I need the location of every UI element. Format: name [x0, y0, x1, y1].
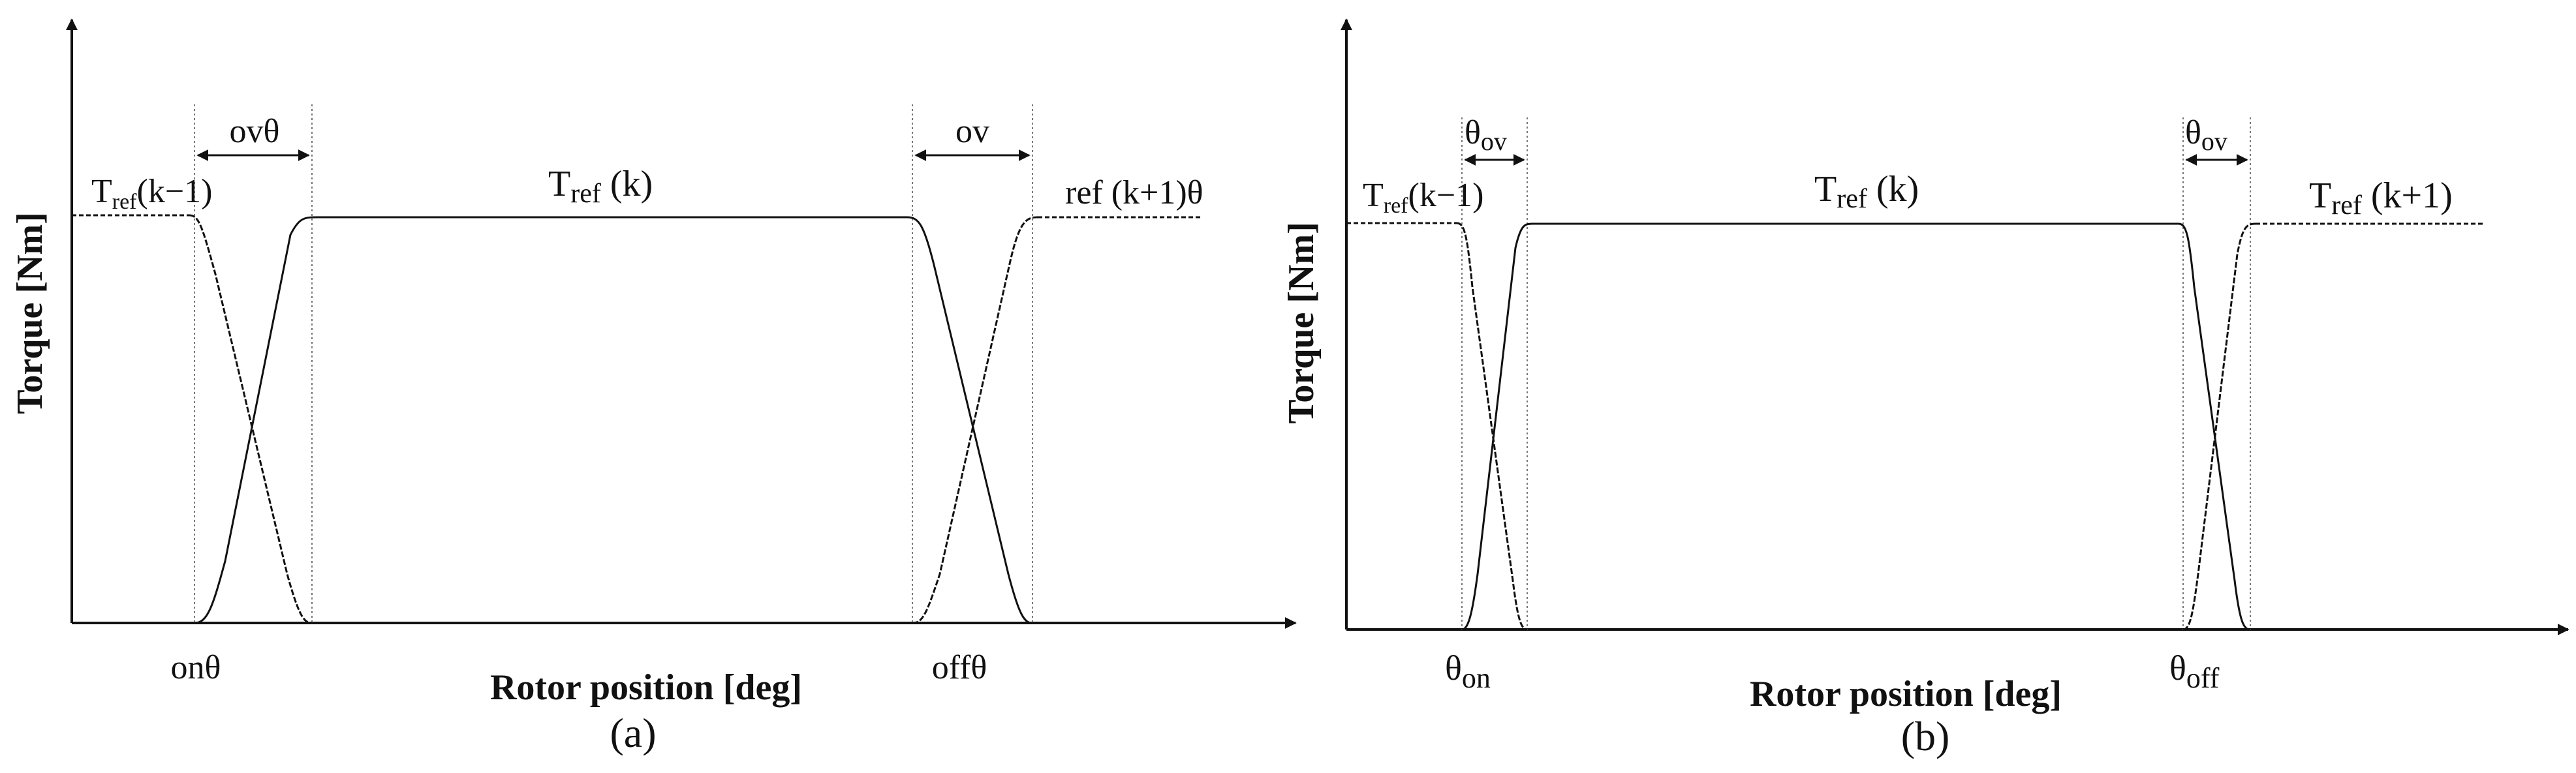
overlap-label-left: θov — [1465, 114, 1507, 156]
overlap-label-right: θov — [2185, 114, 2227, 156]
x-axis-label: Rotor position [deg] — [1750, 674, 2062, 714]
prev-phase-falling — [1456, 222, 1528, 631]
panel-a: Tref(k−1) Tref (k) ref (k+1)θ ovθ ov onθ… — [10, 18, 1297, 756]
tref-next-label: Tref (k+1) — [2309, 175, 2453, 220]
tref-cur-label: Tref (k) — [1814, 169, 1919, 214]
panel-b: Tref(k−1) Tref (k) Tref (k+1) θov θov θo… — [1281, 18, 2569, 759]
next-phase-rising — [2182, 222, 2256, 631]
overlap-label-left: ovθ — [230, 113, 280, 150]
cur-phase-rising — [1461, 222, 1533, 631]
y-axis-label: Torque [Nm] — [1281, 222, 1322, 424]
x-axis-label: Rotor position [deg] — [490, 667, 802, 708]
next-phase-rising — [912, 216, 1038, 624]
theta-off-label: θoff — [2169, 648, 2220, 694]
torque-curves — [72, 214, 1201, 624]
tref-prev-label: Tref(k−1) — [91, 173, 212, 214]
tref-prev-label: Tref(k−1) — [1363, 177, 1483, 218]
tref-cur-label: Tref (k) — [548, 164, 653, 209]
prev-phase-falling — [189, 214, 313, 624]
theta-on-label: θon — [1445, 648, 1491, 694]
cur-phase-falling — [2178, 222, 2251, 631]
panel-caption: (a) — [610, 710, 656, 756]
overlap-label-right: ov — [955, 113, 989, 150]
theta-on-label: onθ — [171, 649, 221, 686]
cur-phase-rising — [194, 216, 318, 624]
cur-phase-falling — [907, 216, 1033, 624]
y-axis-label: Torque [Nm] — [10, 212, 50, 414]
tref-next-label: ref (k+1)θ — [1065, 174, 1203, 211]
panel-caption: (b) — [1901, 713, 1950, 759]
torque-curves — [1346, 222, 2483, 631]
guide-lines — [1461, 117, 2251, 629]
theta-off-label: offθ — [932, 649, 987, 686]
